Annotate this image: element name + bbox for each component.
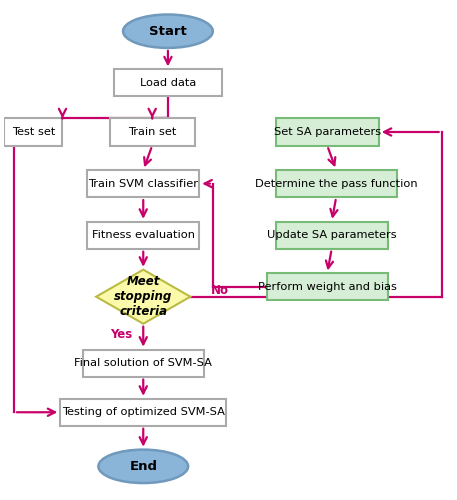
FancyBboxPatch shape xyxy=(276,222,388,249)
FancyBboxPatch shape xyxy=(110,118,195,146)
Text: Train set: Train set xyxy=(128,127,176,137)
FancyBboxPatch shape xyxy=(276,170,397,197)
FancyBboxPatch shape xyxy=(276,118,379,146)
Text: Set SA parameters: Set SA parameters xyxy=(274,127,381,137)
FancyBboxPatch shape xyxy=(114,70,222,96)
FancyBboxPatch shape xyxy=(266,274,388,300)
Text: Load data: Load data xyxy=(140,78,196,88)
Text: Fitness evaluation: Fitness evaluation xyxy=(92,230,195,240)
Text: End: End xyxy=(129,460,157,473)
FancyBboxPatch shape xyxy=(60,398,226,426)
Text: Update SA parameters: Update SA parameters xyxy=(267,230,397,240)
Text: Train SVM classifier: Train SVM classifier xyxy=(88,178,198,188)
Ellipse shape xyxy=(98,450,188,483)
Text: Yes: Yes xyxy=(110,328,132,341)
Ellipse shape xyxy=(123,14,213,48)
Text: No: No xyxy=(211,284,228,297)
FancyBboxPatch shape xyxy=(87,170,199,197)
Text: Meet
stopping
criteria: Meet stopping criteria xyxy=(114,275,172,318)
FancyBboxPatch shape xyxy=(83,350,204,376)
Text: Test set: Test set xyxy=(11,127,55,137)
Text: Start: Start xyxy=(149,24,187,38)
Text: Determine the pass function: Determine the pass function xyxy=(255,178,418,188)
FancyBboxPatch shape xyxy=(87,222,199,249)
FancyBboxPatch shape xyxy=(4,118,63,146)
Text: Testing of optimized SVM-SA: Testing of optimized SVM-SA xyxy=(62,407,225,417)
Polygon shape xyxy=(96,270,191,324)
Text: Perform weight and bias: Perform weight and bias xyxy=(258,282,397,292)
Text: Final solution of SVM-SA: Final solution of SVM-SA xyxy=(74,358,212,368)
